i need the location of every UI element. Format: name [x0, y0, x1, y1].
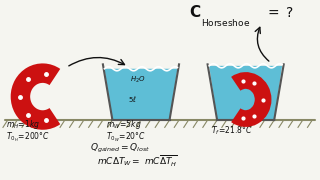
Polygon shape	[105, 69, 178, 120]
Text: $5\ell$: $5\ell$	[128, 94, 137, 104]
Text: $T_{0_W}\!=\!20°C$: $T_{0_W}\!=\!20°C$	[106, 130, 146, 144]
Text: $m_W\!=\!5kg$: $m_W\!=\!5kg$	[106, 118, 142, 131]
Text: $= \;?$: $= \;?$	[265, 6, 294, 21]
Text: $\mathrm{Horseshoe}$: $\mathrm{Horseshoe}$	[201, 17, 251, 28]
Text: $\mathbf{C}$: $\mathbf{C}$	[188, 4, 201, 21]
Text: $H_2O$: $H_2O$	[130, 75, 146, 85]
Text: $T_f\!=\!21.8°C$: $T_f\!=\!21.8°C$	[211, 124, 252, 137]
Text: $Q_{gained} = Q_{lost}$: $Q_{gained} = Q_{lost}$	[90, 142, 151, 155]
Text: $mC\Delta T_W = \ mC\overline{\Delta T_H}$: $mC\Delta T_W = \ mC\overline{\Delta T_H…	[97, 154, 177, 169]
Text: $T_{0_H}\!=\!200°C$: $T_{0_H}\!=\!200°C$	[6, 130, 50, 144]
Polygon shape	[209, 66, 282, 120]
Text: $m_H\!=\!1kg$: $m_H\!=\!1kg$	[6, 118, 41, 131]
